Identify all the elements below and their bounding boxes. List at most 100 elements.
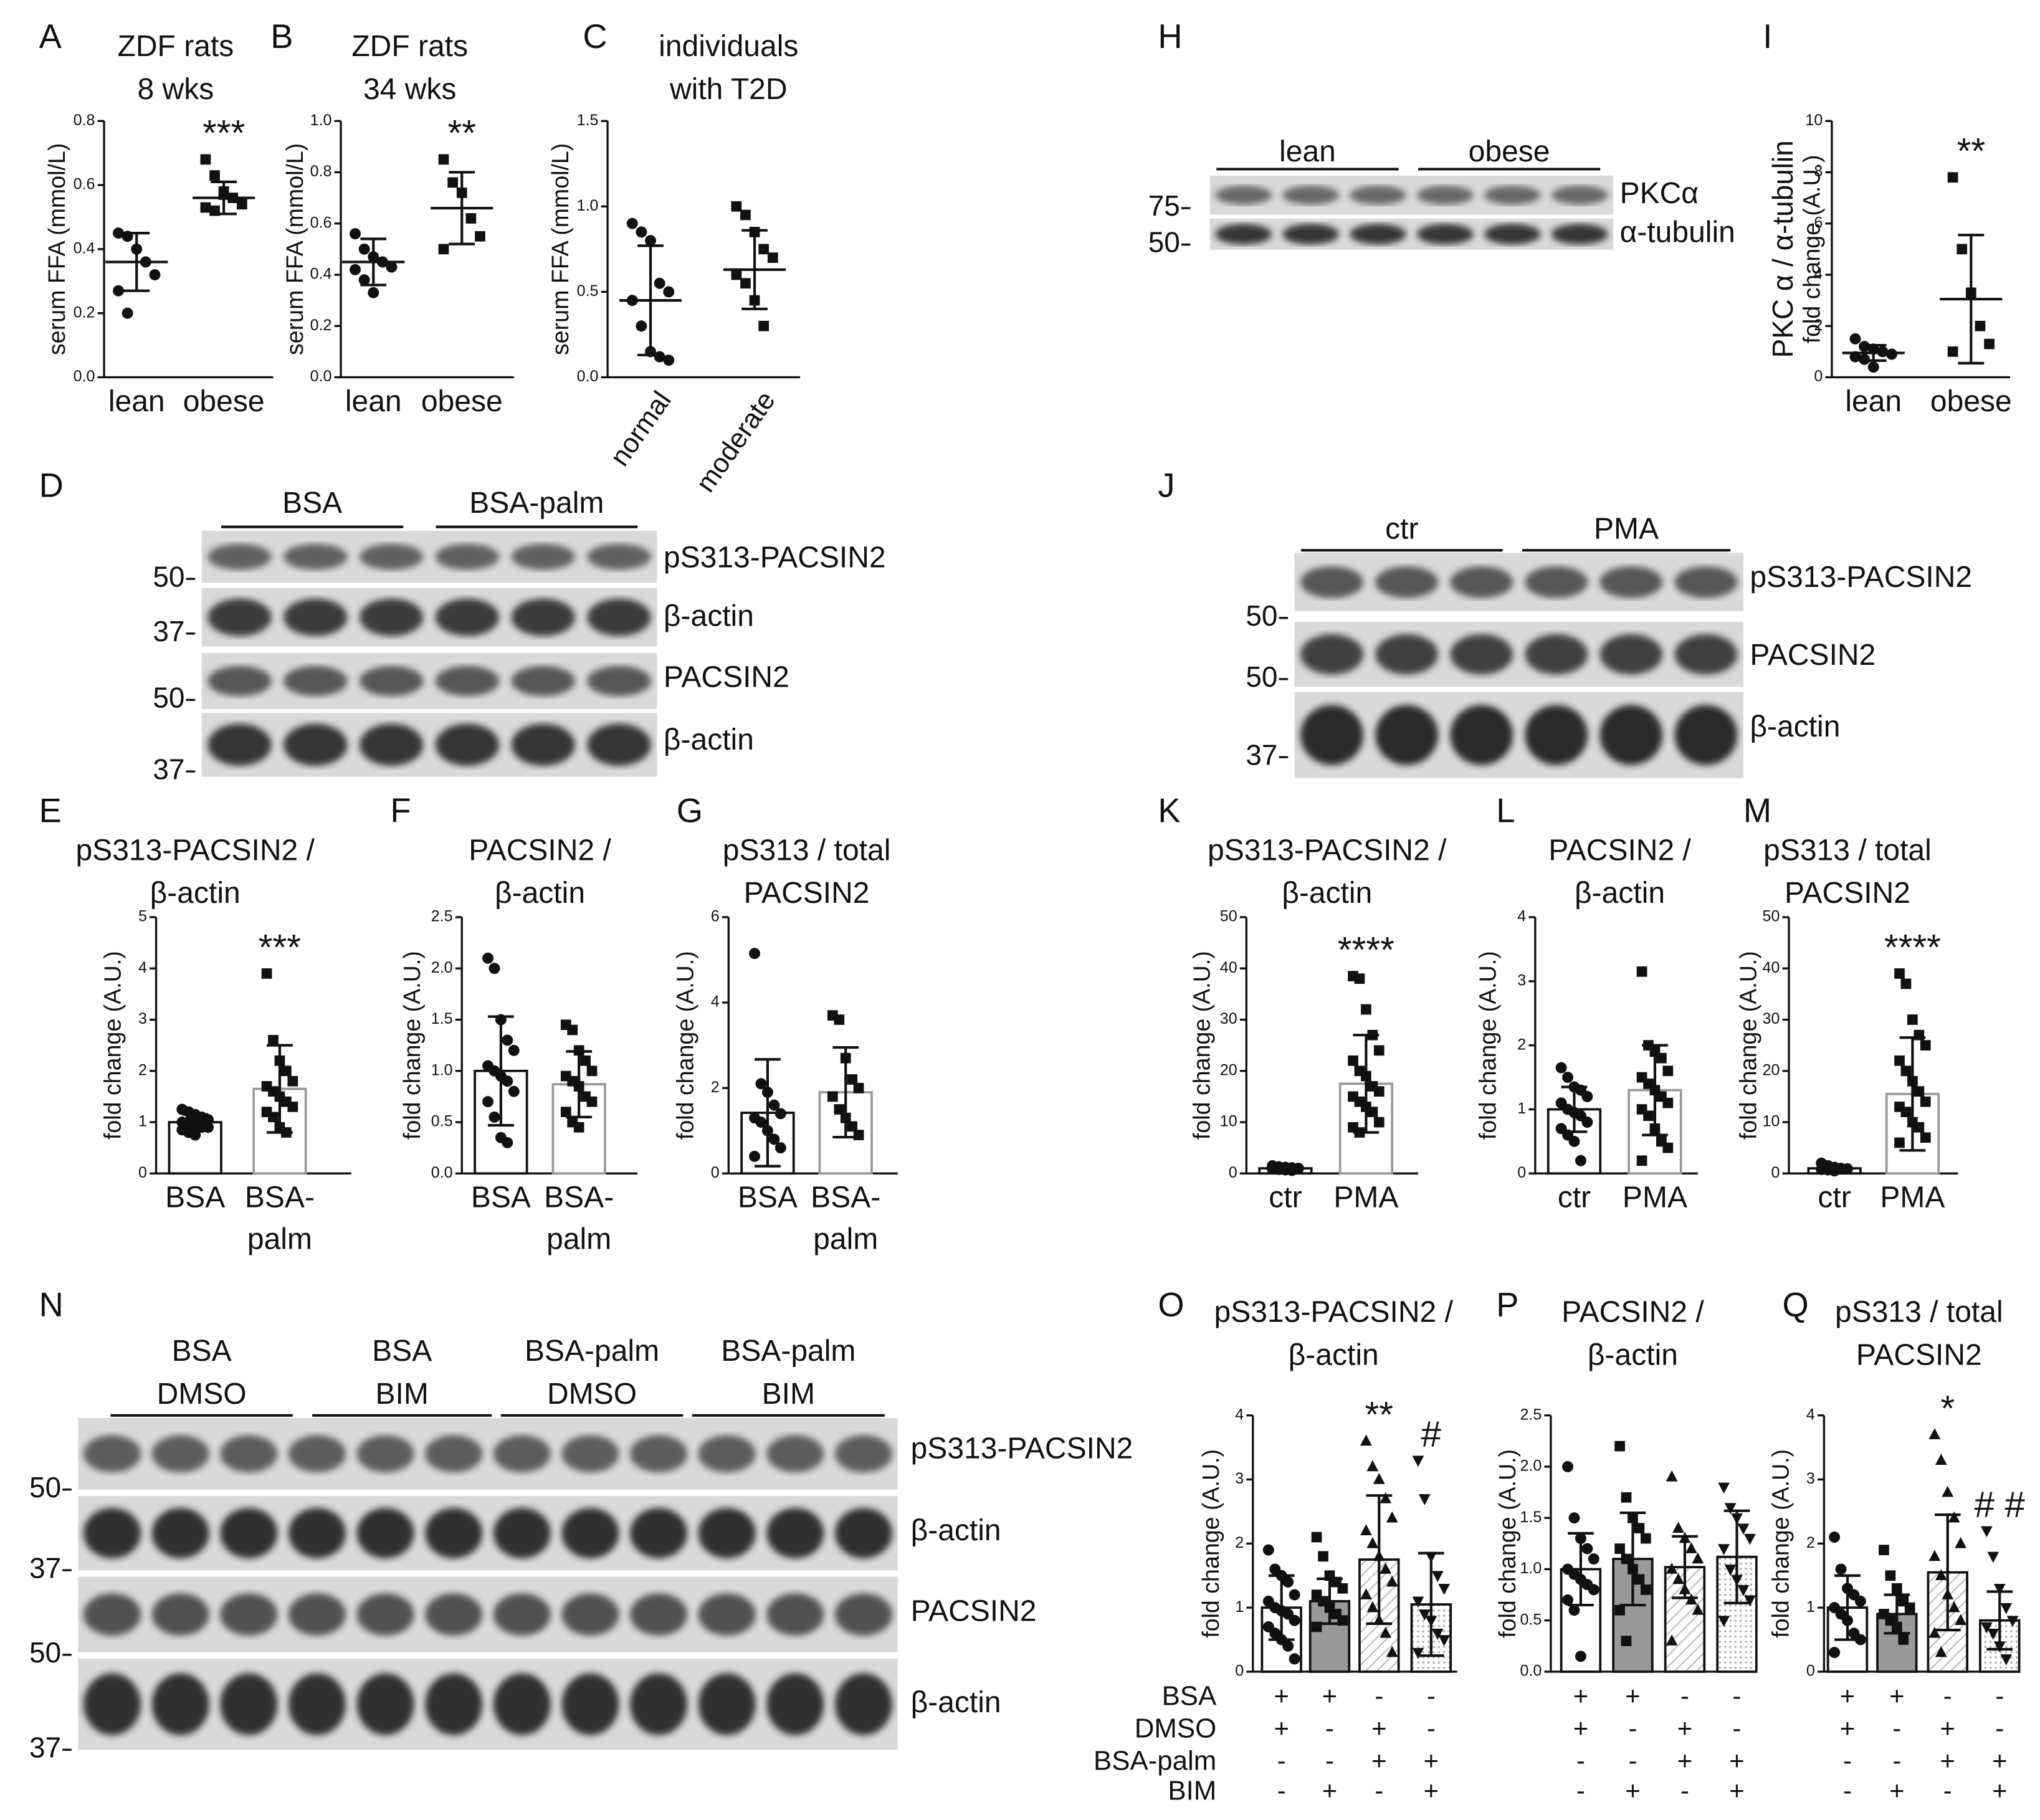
data-point [502,1075,513,1087]
data-point [508,1044,520,1056]
y-tick-label: 30 [1220,1010,1237,1027]
blot-band [220,1673,278,1735]
data-point [645,235,656,247]
y-tick-label: 20 [1763,1061,1780,1079]
data-point [350,228,361,240]
data-point [189,1129,201,1141]
blot-row [78,1417,898,1490]
y-tick-label: 10 [1805,112,1823,129]
significance-label: ** [447,113,476,154]
treatment-sign: - [1995,1713,2004,1743]
data-point [758,244,770,255]
data-point [1948,1511,1960,1523]
data-point [1914,1122,1925,1133]
data-point [1366,1601,1379,1613]
blot-group-label: BSA-palm [721,1335,856,1368]
data-point [1373,1117,1385,1128]
data-point [200,154,211,165]
data-point [573,1122,584,1133]
data-point [1614,1441,1625,1452]
data-point [1562,1594,1574,1606]
data-point [1975,320,1986,331]
data-point [1666,1634,1678,1646]
blot-group-label: PMA [1594,513,1659,546]
significance-label: ** [1957,131,1986,172]
y-axis-label: serum FFA (mmol/L) [282,143,308,355]
blot-band [511,598,575,636]
blot-row [1294,692,1743,778]
band-label: pS313-PACSIN2 [911,1432,1133,1465]
blot-band [1525,634,1588,675]
data-point [1282,1640,1294,1652]
blot-band [359,723,424,766]
x-tick-label: lean [345,385,402,418]
blot-band [511,543,575,570]
data-point [1568,1604,1580,1616]
treatment-sign: - [1277,1746,1286,1775]
data-point [203,1113,214,1125]
y-tick-label: 2 [1814,317,1823,334]
blot-band [151,1508,209,1559]
y-tick-label: 0.0 [577,368,599,385]
significance-label: # # [1975,1485,2026,1525]
data-point [1581,1090,1593,1102]
data-point [731,269,742,280]
data-point [1318,1551,1328,1562]
data-point [1614,1543,1625,1554]
y-tick-label: 1 [1806,1598,1815,1616]
treatment-sign: + [1677,1713,1692,1743]
chart-title: pS313-PACSIN2 / [1214,1295,1453,1328]
blot-band [630,1435,688,1473]
data-point [1737,1585,1750,1596]
data-point [1562,1460,1574,1472]
treatment-sign: + [1274,1681,1289,1710]
treatment-sign: - [1375,1776,1383,1805]
blot-band [834,1593,892,1636]
treatment-label: BSA [1162,1680,1217,1711]
y-axis-label: fold change (A.U.) [1198,1449,1224,1638]
data-point [1361,1004,1371,1015]
data-point [1920,1096,1931,1107]
data-point [1987,1551,1999,1563]
y-tick-label: 4 [1814,265,1823,283]
data-point [1568,1512,1580,1524]
data-point [261,968,272,979]
blot-band [1375,705,1439,765]
chart-title: ZDF rats [118,30,234,63]
y-axis-label: fold change (A.U.) [100,951,126,1140]
blot-band [288,1673,346,1735]
band-label: β-actin [1750,710,1840,743]
blot-band [698,1673,756,1735]
blot-band [284,665,348,697]
treatment-sign: - [1733,1681,1742,1710]
data-point [1835,1563,1847,1575]
blot-band [356,1593,414,1636]
y-tick-label: 0 [1235,1662,1244,1680]
data-point [122,307,133,319]
data-point [1894,968,1905,979]
blot-band [1300,705,1364,765]
y-tick-label: 6 [1814,214,1823,231]
data-point [1980,1526,1993,1538]
y-tick-label: 0.6 [310,214,332,231]
y-axis-label: PKC α / α-tubulin [1766,140,1799,358]
data-point [1666,1563,1678,1574]
data-point [1555,1062,1567,1074]
data-point [1894,1055,1905,1066]
blot-band [207,665,272,697]
data-point [731,201,742,212]
blot-band [435,543,500,570]
blot-group-label: BSA-palm [469,487,604,520]
data-point [1636,966,1647,977]
data-point [768,1133,780,1145]
y-tick-label: 2.0 [431,959,453,976]
data-point [1431,1571,1444,1583]
blot-band [766,1593,824,1636]
data-point [1984,338,1995,350]
treatment-sign: - [1680,1776,1689,1805]
data-point [1885,1570,1896,1581]
mw-marker: 50 [153,560,184,593]
data-point [1373,1473,1385,1484]
blot-band [1300,566,1364,598]
y-tick-label: 1.5 [1520,1508,1542,1526]
